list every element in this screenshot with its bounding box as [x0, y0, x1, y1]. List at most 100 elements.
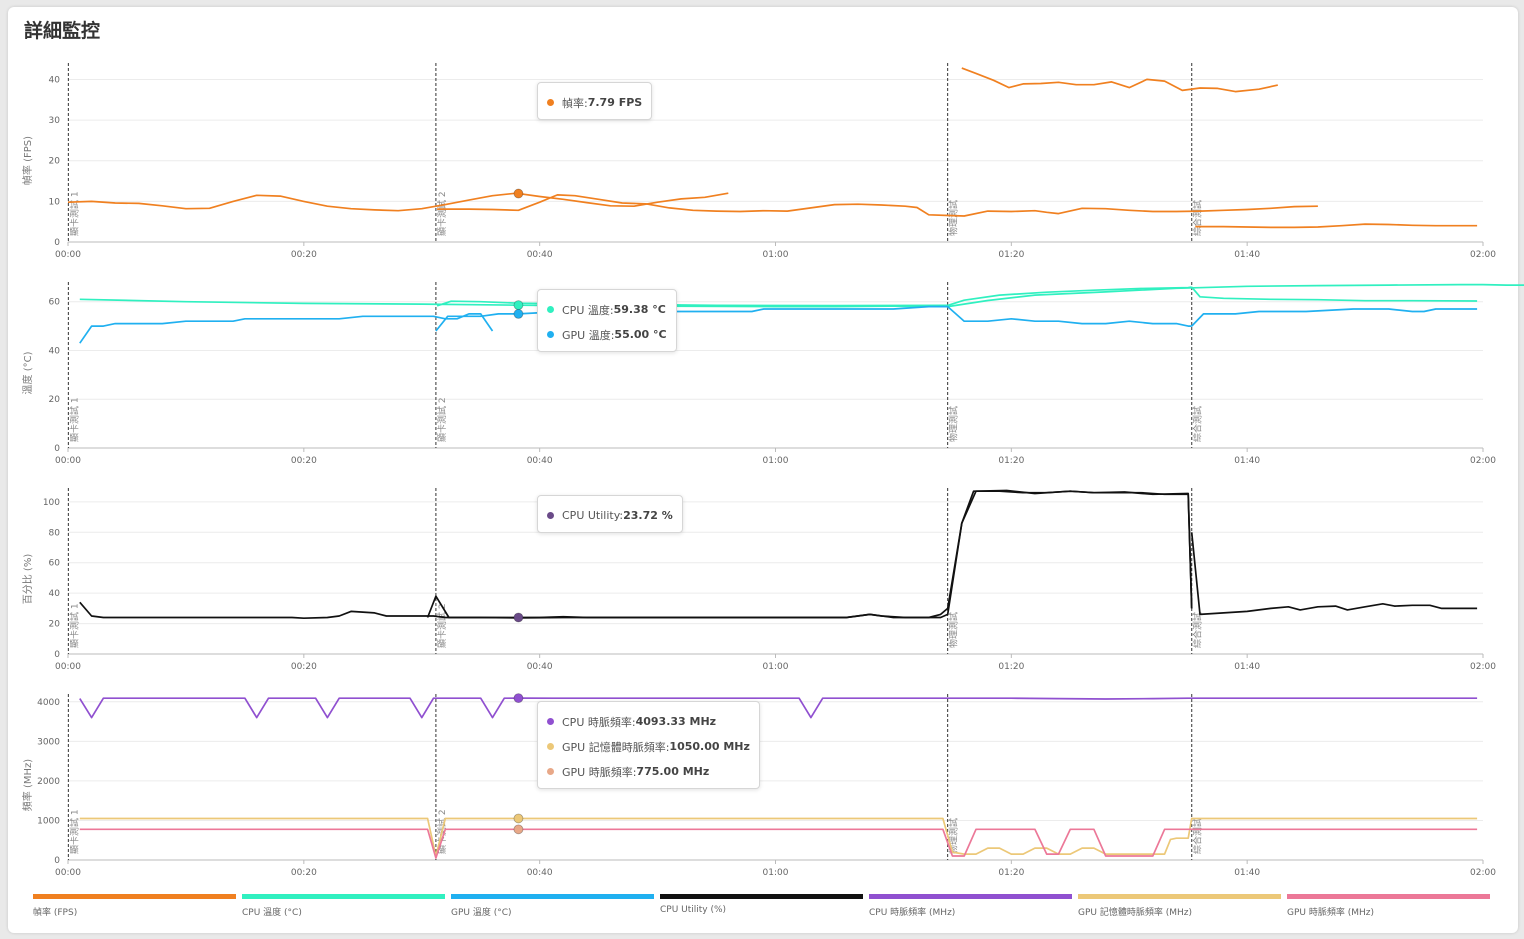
legend-color-bar	[33, 894, 236, 899]
y-tick-label: 40	[49, 346, 61, 356]
x-tick-label: 01:40	[1234, 456, 1260, 466]
tooltip-value: 775.00 MHz	[636, 765, 710, 778]
y-axis-label: 溫度 (°C)	[21, 351, 34, 394]
fps-hover-point[interactable]	[513, 188, 524, 199]
x-tick-label: 01:00	[763, 662, 789, 672]
test-marker-label: 綜合測試	[1192, 200, 1204, 236]
y-tick-label: 20	[49, 620, 61, 630]
gpu_mem_clock-hover-point[interactable]	[513, 813, 524, 824]
legend-color-bar	[660, 894, 863, 899]
x-tick-label: 01:20	[998, 250, 1024, 260]
clock-tooltip: CPU 時脈頻率: 4093.33 MHz GPU 記憶體時脈頻率: 1050.0…	[537, 701, 760, 789]
y-tick-label: 10	[49, 197, 61, 207]
fps-line	[1195, 223, 1478, 229]
x-tick-label: 00:20	[291, 250, 317, 260]
test-marker-label: 顯卡測試 2	[436, 191, 448, 236]
tooltip-value: 1050.00 MHz	[669, 740, 750, 753]
y-tick-label: 20	[49, 157, 61, 167]
y-tick-label: 80	[49, 528, 61, 538]
legend-item[interactable]: CPU 溫度 (°C)	[242, 894, 445, 924]
x-tick-label: 00:00	[55, 250, 81, 260]
x-tick-label: 01:00	[763, 456, 789, 466]
y-tick-label: 3000	[37, 737, 60, 747]
tooltip-value: 23.72 %	[623, 509, 673, 522]
x-tick-label: 01:40	[1234, 250, 1260, 260]
tooltip-label: GPU 溫度:	[562, 328, 615, 342]
tooltip-row: GPU 溫度: 55.00 °C	[547, 322, 667, 347]
x-tick-label: 00:20	[291, 662, 317, 672]
tooltip-row: GPU 記憶體時脈頻率: 1050.00 MHz	[547, 734, 750, 759]
gpu_temp-line	[79, 313, 494, 344]
cpu_temp-hover-point[interactable]	[513, 300, 524, 311]
gpu_temp-hover-point[interactable]	[513, 308, 524, 319]
tooltip-dot-icon	[547, 718, 554, 725]
x-tick-label: 01:40	[1234, 868, 1260, 878]
x-tick-label: 00:00	[55, 662, 81, 672]
y-axis-label: 幀率 (FPS)	[21, 136, 34, 185]
test-marker-label: 顯卡測試 1	[68, 191, 80, 236]
tooltip-row: 幀率: 7.79 FPS	[547, 90, 642, 115]
tooltip-label: CPU Utility:	[562, 509, 624, 522]
test-marker-label: 顯卡測試 2	[436, 603, 448, 648]
tooltip-row: GPU 時脈頻率: 775.00 MHz	[547, 759, 750, 784]
legend-item[interactable]: GPU 溫度 (°C)	[451, 894, 654, 924]
legend-item[interactable]: GPU 時脈頻率 (MHz)	[1287, 894, 1490, 924]
legend-item[interactable]: 幀率 (FPS)	[33, 894, 236, 924]
x-tick-label: 02:00	[1470, 868, 1496, 878]
tooltip-dot-icon	[547, 512, 554, 519]
test-marker-label: 顯卡測試 2	[436, 397, 448, 442]
x-tick-label: 00:40	[527, 662, 553, 672]
y-axis-label: 百分比 (%)	[22, 554, 34, 605]
gpu_clock-hover-point[interactable]	[513, 824, 524, 835]
chart-legend: 幀率 (FPS) CPU 溫度 (°C) GPU 溫度 (°C) CPU Utilit…	[33, 894, 1493, 924]
legend-label: GPU 時脈頻率 (MHz)	[1287, 908, 1374, 918]
test-marker-label: 顯卡測試 1	[68, 809, 80, 854]
x-tick-label: 00:20	[291, 456, 317, 466]
x-tick-label: 01:00	[763, 250, 789, 260]
legend-item[interactable]: GPU 記憶體時脈頻率 (MHz)	[1078, 894, 1281, 924]
y-tick-label: 60	[49, 298, 61, 308]
x-tick-label: 02:00	[1470, 662, 1496, 672]
x-tick-label: 00:20	[291, 868, 317, 878]
test-marker-label: 物理測試	[948, 612, 960, 648]
test-marker-label: 綜合測試	[1192, 406, 1204, 442]
cpu_util-hover-point[interactable]	[513, 612, 524, 623]
cpu_temp-line	[1191, 286, 1478, 302]
gpu_mem_clock-line	[79, 817, 1478, 857]
gpu_temp-line	[1191, 308, 1478, 327]
x-tick-label: 00:40	[527, 250, 553, 260]
x-tick-label: 00:00	[55, 456, 81, 466]
cpu_clock-hover-point[interactable]	[513, 693, 524, 703]
cpu_clock-line	[79, 697, 1478, 719]
y-tick-label: 40	[49, 589, 61, 599]
tooltip-value: 7.79 FPS	[587, 96, 643, 109]
tooltip-dot-icon	[547, 331, 554, 338]
y-tick-label: 0	[54, 856, 60, 866]
x-tick-label: 01:20	[998, 456, 1024, 466]
test-marker-label: 顯卡測試 1	[68, 603, 80, 648]
tooltip-dot-icon	[547, 99, 554, 106]
tooltip-label: GPU 記憶體時脈頻率:	[562, 740, 670, 754]
legend-color-bar	[1287, 894, 1490, 899]
legend-item[interactable]: CPU Utility (%)	[660, 894, 863, 924]
tooltip-row: CPU 溫度: 59.38 °C	[547, 297, 667, 322]
y-tick-label: 2000	[37, 777, 60, 787]
fps-line	[437, 194, 1318, 217]
legend-item[interactable]: CPU 時脈頻率 (MHz)	[869, 894, 1072, 924]
tooltip-value: 55.00 °C	[614, 328, 667, 341]
temp-tooltip: CPU 溫度: 59.38 °C GPU 溫度: 55.00 °C	[537, 289, 677, 352]
y-tick-label: 4000	[37, 698, 60, 708]
util-tooltip: CPU Utility: 23.72 %	[537, 495, 683, 533]
gpu_clock-line	[79, 828, 1478, 859]
x-tick-label: 01:40	[1234, 662, 1260, 672]
tooltip-label: CPU 溫度:	[562, 303, 614, 317]
page-title: 詳細監控	[24, 20, 101, 42]
y-tick-label: 100	[43, 498, 60, 508]
cpu_util-line	[1190, 532, 1478, 616]
x-tick-label: 01:20	[998, 868, 1024, 878]
y-tick-label: 0	[54, 650, 60, 660]
x-tick-label: 00:40	[527, 868, 553, 878]
cpu_util-line	[426, 489, 1193, 619]
legend-color-bar	[451, 894, 654, 899]
